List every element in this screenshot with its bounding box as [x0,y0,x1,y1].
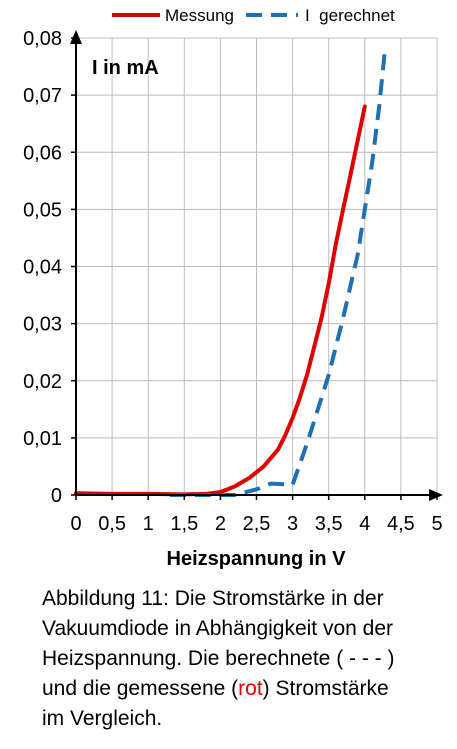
x-tick-label: 2 [215,513,226,535]
y-tick-label: 0,01 [23,428,62,450]
caption-line: und die gemessene (rot) Stromstärke [42,674,452,704]
y-tick-label: 0 [51,485,62,507]
series-line-gerechnet [169,49,387,497]
y-tick-labels: 0 0,01 0,02 0,03 0,04 0,05 0,06 0,07 0,08 [23,28,62,507]
y-tick-label: 0,05 [23,199,62,221]
caption-red-word: rot [238,677,263,700]
x-tick-label: 1 [143,513,154,535]
x-tick-label: 0 [70,513,81,535]
x-tick-label: 0,5 [98,513,126,535]
x-tick-label: 5 [431,513,442,535]
caption-line: Vakuumdiode in Abhängigkeit von der [42,617,394,640]
x-tick-label: 1,5 [170,513,198,535]
grid [76,37,438,495]
x-tick-label: 2,5 [243,513,271,535]
legend-label-messung: Messung [165,6,234,25]
x-tick-label: 3 [287,513,298,535]
figure-caption: Abbildung 11: Die Stromstärke in der Vak… [42,584,452,734]
chart: 0 0,01 0,02 0,03 0,04 0,05 0,06 0,07 0,08 0 0,5 1 1… [23,6,443,570]
y-tick-label: 0,03 [23,314,62,336]
y-tick-label: 0,07 [23,85,62,107]
x-tick-labels: 0 0,5 1 1,5 2 2,5 3 3,5 4 4,5 5 [70,513,442,535]
x-tick-label: 4 [359,513,370,535]
legend-label-gerechnet: I gerechnet [305,6,395,25]
x-tick-label: 4,5 [387,513,415,535]
y-axis-arrow-icon [70,30,82,44]
x-tick-label: 3,5 [315,513,343,535]
y-axis-label: I in mA [92,57,159,79]
series [74,49,387,497]
y-tick-label: 0,08 [23,28,62,50]
caption-line: Abbildung 11: Die Stromstärke in der [42,587,384,610]
y-tick-label: 0,02 [23,371,62,393]
y-tick-label: 0,04 [23,257,62,279]
caption-line: im Vergleich. [42,707,163,730]
caption-text: ) Stromstärke [262,677,389,700]
axes [70,30,443,501]
x-axis-arrow-icon [429,489,443,501]
caption-text: und die gemessene ( [42,677,239,700]
x-axis-label: Heizspannung in V [167,548,347,570]
legend: Messung I gerechnet [112,6,395,25]
y-tick-label: 0,06 [23,142,62,164]
caption-line: Heizspannung. Die berechnete ( - - - ) [42,647,395,670]
